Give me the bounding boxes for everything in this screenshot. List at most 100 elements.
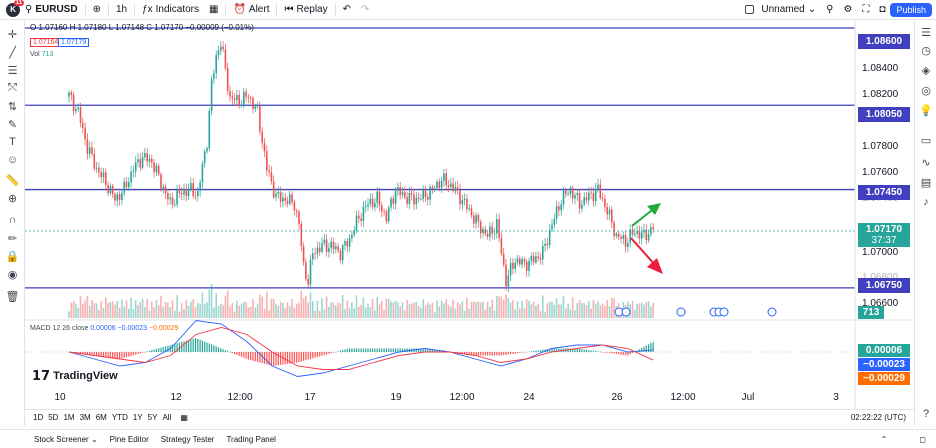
buy-price-tag[interactable]: 1.07179 xyxy=(58,38,90,47)
profile-avatar[interactable]: K 11 xyxy=(6,0,24,17)
range-5d[interactable]: 5D xyxy=(48,413,59,422)
indicators-button[interactable]: ƒx Indicators xyxy=(137,0,204,20)
candle xyxy=(560,200,562,216)
volume-bar xyxy=(114,304,116,318)
candle xyxy=(105,168,107,190)
zoom-in-icon[interactable]: ⊕ xyxy=(7,192,18,205)
quick-search-button[interactable]: ⚲ xyxy=(821,0,838,20)
volume-bar xyxy=(454,308,457,318)
range-5y[interactable]: 5Y xyxy=(147,413,158,422)
range-ytd[interactable]: YTD xyxy=(111,413,128,422)
macd-hist-bar xyxy=(243,352,245,358)
alert-button[interactable]: ⏰ Alert xyxy=(228,0,274,20)
settings-button[interactable]: ⚙ xyxy=(838,0,857,20)
lock-drawings-icon[interactable]: ✏ xyxy=(7,232,18,245)
macd-hist-bar xyxy=(286,352,289,364)
collapse-panel-icon[interactable]: ⌃ xyxy=(880,434,888,444)
brush-icon[interactable]: ✎ xyxy=(7,118,18,131)
macd-hist-bar xyxy=(395,348,397,352)
replay-button[interactable]: ⏮ Replay xyxy=(279,0,332,20)
redo-button[interactable]: ↷ xyxy=(356,0,374,20)
candle xyxy=(298,209,300,230)
candle xyxy=(576,189,579,201)
bell-icon[interactable]: ♪ xyxy=(923,196,929,208)
target-icon[interactable]: ◎ xyxy=(921,84,931,97)
undo-button[interactable]: ↶ xyxy=(338,0,356,20)
candle xyxy=(440,176,443,193)
range-3m[interactable]: 3M xyxy=(79,413,91,422)
signal-line xyxy=(68,327,654,370)
heart-rate-icon[interactable]: ∿ xyxy=(921,156,931,169)
ruler-icon[interactable]: 📏 xyxy=(5,174,20,187)
macd-hist-bar xyxy=(337,351,339,352)
range-6m[interactable]: 6M xyxy=(95,413,107,422)
macd-histogram xyxy=(68,338,654,366)
tab-pine-editor[interactable]: Pine Editor xyxy=(109,434,149,444)
symbol-search-button[interactable]: ⚲ EURUSD xyxy=(20,0,83,20)
macd-hist-bar xyxy=(137,352,139,354)
macd-hist-bar xyxy=(91,352,93,356)
pattern-icon[interactable]: ⤲ xyxy=(8,81,17,94)
macd-hist-bar xyxy=(236,352,238,355)
snapshot-button[interactable]: ◘ xyxy=(874,0,890,20)
candle xyxy=(208,108,211,151)
trash-icon[interactable]: 🗑 xyxy=(5,290,20,303)
lightbulb-icon[interactable]: 💡 xyxy=(919,104,933,117)
range-1y[interactable]: 1Y xyxy=(132,413,143,422)
publish-button[interactable]: Publish xyxy=(890,2,932,17)
volume-bar xyxy=(440,300,443,318)
candle xyxy=(176,184,178,208)
emoji-icon[interactable]: ☺ xyxy=(6,154,19,166)
candle xyxy=(369,193,372,207)
trendline-icon[interactable]: ╱ xyxy=(9,46,16,59)
macd-hist-bar xyxy=(567,348,569,352)
calendar-icon[interactable]: ▤ xyxy=(920,176,932,189)
level-label-3[interactable]: 1.07450 xyxy=(858,185,910,200)
level-label-2[interactable]: 1.08050 xyxy=(858,107,910,122)
crosshair-icon[interactable]: ✛ xyxy=(7,28,18,41)
interval-button[interactable]: 1h xyxy=(111,0,132,20)
magnet-icon[interactable]: ∩ xyxy=(8,214,17,226)
prediction-icon[interactable]: ⇅ xyxy=(7,100,18,113)
fib-retracement-icon[interactable]: ☰ xyxy=(7,64,18,77)
text-icon[interactable]: T xyxy=(9,136,16,148)
macd-hist-bar xyxy=(434,349,436,352)
macd-hist-bar xyxy=(217,347,220,352)
range-1m[interactable]: 1M xyxy=(63,413,75,422)
layout-name-button[interactable]: Unnamed ⌄ xyxy=(740,0,821,20)
level-label-1[interactable]: 1.08600 xyxy=(858,34,910,49)
help-icon[interactable]: ? xyxy=(922,408,930,420)
clock-icon[interactable]: ◷ xyxy=(921,44,931,57)
price-chart[interactable] xyxy=(25,21,914,410)
lock-icon[interactable]: 🔒 xyxy=(5,250,20,263)
candle xyxy=(512,257,514,275)
layers-icon[interactable]: ◈ xyxy=(921,64,931,77)
volume-bar xyxy=(91,300,93,318)
volume-bar xyxy=(249,306,252,318)
watchlist-icon[interactable]: ☰ xyxy=(921,26,931,39)
volume-bar xyxy=(512,300,514,318)
fullscreen-button[interactable]: ⛶ xyxy=(857,0,874,20)
tab-stock-screener[interactable]: Stock Screener ⌄ xyxy=(34,435,98,444)
macd-hist-bar xyxy=(208,343,210,352)
volume-bar xyxy=(148,310,151,318)
ohlc-legend: O 1.07160 H 1.07180 L 1.07148 C 1.07170 … xyxy=(30,23,254,32)
compare-button[interactable]: ⊕ xyxy=(88,0,106,20)
range-1d[interactable]: 1D xyxy=(33,413,44,422)
eye-icon[interactable]: ◉ xyxy=(7,268,18,281)
clock-display[interactable]: 02:22:22 (UTC) xyxy=(850,413,906,422)
sell-price-tag[interactable]: 1.07164 xyxy=(30,38,62,47)
candle xyxy=(148,154,151,168)
range-all[interactable]: All xyxy=(162,413,172,422)
goto-date-icon[interactable]: ▦ xyxy=(180,413,188,422)
tab-trading-panel[interactable]: Trading Panel xyxy=(226,434,276,444)
chat-icon[interactable]: ▭ xyxy=(920,134,932,147)
maximize-panel-icon[interactable]: ◻ xyxy=(919,434,926,444)
tab-strategy-tester[interactable]: Strategy Tester xyxy=(160,434,215,444)
time-label: 17 xyxy=(304,392,316,403)
candle xyxy=(247,94,250,104)
macd-hist-bar xyxy=(438,350,440,352)
layouts-button[interactable]: ▦ xyxy=(204,0,223,20)
level-label-4[interactable]: 1.06750 xyxy=(858,278,910,293)
interval-label: 1h xyxy=(115,4,128,15)
